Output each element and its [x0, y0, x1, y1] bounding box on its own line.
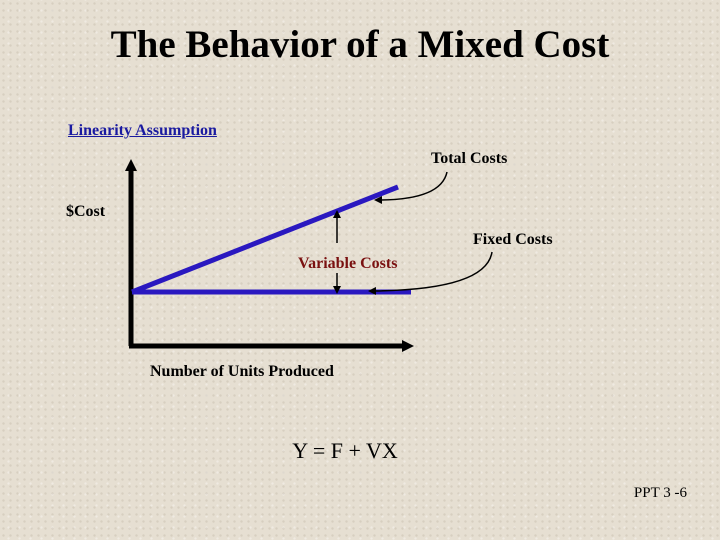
linearity-assumption-heading: Linearity Assumption	[68, 122, 217, 139]
y-axis-label: $Cost	[66, 203, 106, 220]
mixed-cost-formula: Y = F + VX	[292, 438, 398, 463]
slide-number: PPT 3 -6	[633, 485, 687, 501]
total-costs-callout-arrow	[374, 171, 448, 204]
fixed-costs-label: Fixed Costs	[473, 231, 553, 248]
fixed-costs-callout-arrow	[368, 251, 493, 295]
x-axis-label: Number of Units Produced	[150, 363, 334, 380]
total-costs-label: Total Costs	[431, 150, 508, 167]
slide-title: The Behavior of a Mixed Cost	[110, 23, 610, 66]
variable-costs-label: Variable Costs	[298, 255, 398, 272]
total-costs-line	[131, 184, 399, 295]
